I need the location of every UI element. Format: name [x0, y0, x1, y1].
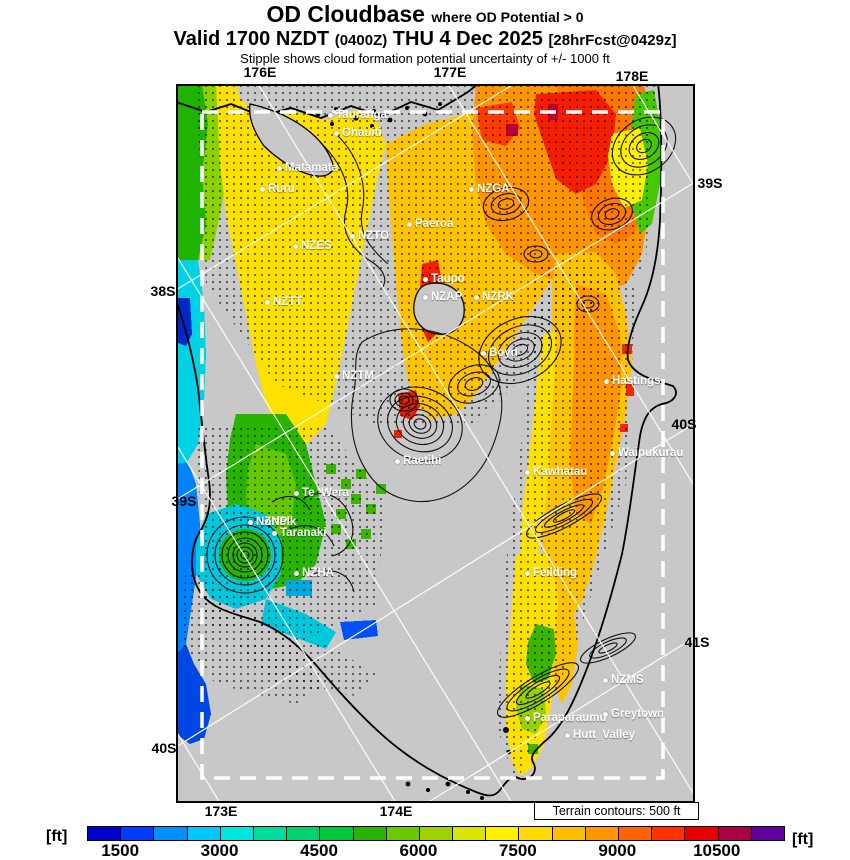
title-note: where OD Potential > 0 — [431, 9, 584, 25]
colorbar-segment — [121, 827, 155, 840]
colorbar-segment — [585, 827, 619, 840]
colorbar-segment — [652, 827, 686, 840]
grid-label: 174E — [379, 803, 413, 819]
grid-label: 41S — [684, 634, 710, 650]
colorbar-tick-label: 1500 — [101, 841, 140, 860]
colorbar-segment — [619, 827, 653, 840]
colorbar-tick-label: 10500 — [693, 841, 741, 860]
colorbar-segment — [751, 827, 784, 840]
colorbar-segment — [718, 827, 752, 840]
colorbar-segment — [453, 827, 487, 840]
colorbar-tick-label: 4500 — [300, 841, 338, 860]
colorbar-segment — [220, 827, 254, 840]
colorbar-segment — [154, 827, 188, 840]
colorbar-unit-right: [ft] — [792, 831, 814, 848]
colorbar-segment — [253, 827, 288, 840]
colorbar-segment — [685, 827, 719, 840]
grid-label: 39S — [171, 493, 197, 509]
grid-label: 38S — [150, 283, 176, 299]
grid-label: 177E — [433, 64, 467, 80]
valid-zulu: (0400Z) — [334, 32, 388, 49]
grid-label: 39S — [697, 175, 723, 191]
graticule — [176, 84, 695, 803]
colorbar-segment — [287, 827, 321, 840]
colorbar-unit-left: [ft] — [46, 828, 68, 845]
uncertainty-domain-box — [200, 110, 665, 780]
terrain-note: Terrain contours: 500 ft — [534, 802, 699, 820]
map-area: Tauranga Ohauiti Matamata Ruru NZGA Paeroa NZT… — [176, 84, 695, 803]
colorbar-tick-label: 7500 — [498, 841, 537, 860]
colorbar-tick-label: 3000 — [200, 841, 239, 860]
colorbar-segment — [187, 827, 221, 840]
grid-label: 40S — [151, 740, 177, 756]
title-main: OD Cloudbase — [266, 1, 425, 27]
colorbar-segment — [486, 827, 520, 840]
valid-main-1: Valid 1700 NZDT — [173, 28, 335, 50]
header: OD Cloudbase where OD Potential > 0 Vali… — [0, 2, 850, 66]
map-canvas — [176, 84, 695, 803]
map-frame — [176, 84, 695, 803]
colorbar-segment — [519, 827, 553, 840]
colorbar-segment — [88, 827, 122, 840]
colorbar — [87, 826, 785, 841]
valid-time-line: Valid 1700 NZDT (0400Z) THU 4 Dec 2025 [… — [0, 29, 850, 51]
colorbar-segment — [386, 827, 420, 840]
valid-main-2: THU 4 Dec 2025 — [387, 28, 549, 50]
colorbar-segment — [353, 827, 387, 840]
grid-label: 40S — [671, 416, 697, 432]
colorbar-segment — [552, 827, 586, 840]
stipple-note: Stipple shows cloud formation potential … — [240, 51, 610, 66]
forecast-cycle: [28hrFcst@0429z] — [548, 32, 677, 49]
colorbar-tick-label: 6000 — [399, 841, 438, 860]
colorbar-tick-label: 9000 — [598, 841, 637, 860]
grid-label: 176E — [243, 64, 277, 80]
page-title: OD Cloudbase where OD Potential > 0 — [0, 2, 850, 29]
grid-label: 178E — [615, 68, 649, 84]
colorbar-segment — [320, 827, 354, 840]
grid-label: 173E — [204, 803, 238, 819]
colorbar-segment — [419, 827, 454, 840]
terrain-contours — [206, 116, 677, 718]
